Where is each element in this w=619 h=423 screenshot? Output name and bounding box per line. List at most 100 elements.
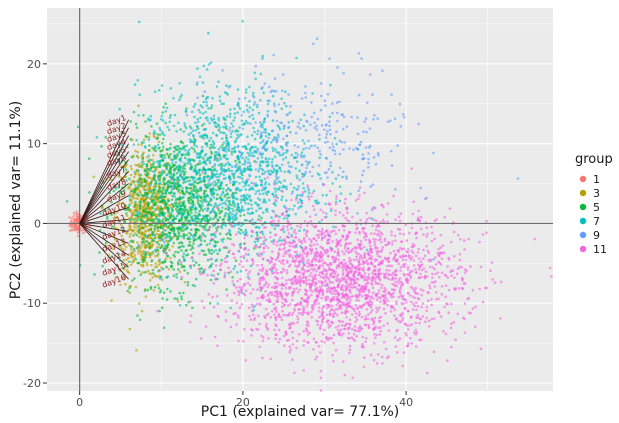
point-series-11 xyxy=(399,280,403,284)
point-series-9 xyxy=(234,164,237,168)
point-series-7 xyxy=(233,112,237,115)
point-series-11 xyxy=(262,336,265,339)
point-series-5 xyxy=(129,218,132,221)
point-series-9 xyxy=(348,147,351,150)
point-series-7 xyxy=(212,250,216,254)
point-series-11 xyxy=(381,362,384,365)
point-series-7 xyxy=(230,153,234,156)
point-series-7 xyxy=(182,257,186,261)
point-series-9 xyxy=(276,139,279,142)
point-series-9 xyxy=(239,155,243,158)
point-series-11 xyxy=(374,247,377,250)
point-series-11 xyxy=(334,202,338,206)
point-series-9 xyxy=(398,102,402,106)
point-series-7 xyxy=(152,161,156,164)
point-series-3 xyxy=(156,275,159,279)
point-series-7 xyxy=(214,182,218,186)
point-series-7 xyxy=(295,160,299,163)
point-series-7 xyxy=(279,169,283,173)
point-series-11 xyxy=(382,324,386,328)
point-series-7 xyxy=(280,107,284,111)
point-series-11 xyxy=(299,225,302,229)
point-series-5 xyxy=(186,280,190,284)
point-series-11 xyxy=(363,323,367,327)
point-series-7 xyxy=(160,114,164,118)
point-series-7 xyxy=(222,125,225,129)
point-series-9 xyxy=(336,119,339,123)
point-series-3 xyxy=(130,179,134,183)
point-series-7 xyxy=(370,217,374,220)
point-series-9 xyxy=(350,115,353,119)
point-series-7 xyxy=(274,204,278,207)
point-series-7 xyxy=(256,204,260,207)
point-series-5 xyxy=(124,168,128,171)
point-series-7 xyxy=(338,199,342,203)
point-series-11 xyxy=(446,265,449,268)
point-series-11 xyxy=(331,257,335,261)
point-series-7 xyxy=(248,147,252,151)
point-series-7 xyxy=(153,177,156,181)
point-series-11 xyxy=(327,234,331,237)
point-series-5 xyxy=(137,230,141,234)
point-series-9 xyxy=(338,152,342,156)
point-series-3 xyxy=(147,135,151,139)
point-series-7 xyxy=(213,173,216,177)
point-series-7 xyxy=(137,114,140,117)
point-series-11 xyxy=(365,218,369,221)
point-series-9 xyxy=(298,126,302,130)
point-series-5 xyxy=(161,111,164,114)
point-series-5 xyxy=(188,213,191,217)
point-series-11 xyxy=(270,310,274,313)
point-series-5 xyxy=(143,256,147,260)
point-series-5 xyxy=(192,264,196,267)
point-series-3 xyxy=(122,254,125,257)
point-series-7 xyxy=(144,250,147,254)
point-series-7 xyxy=(330,209,333,212)
point-series-11 xyxy=(463,248,466,251)
point-series-7 xyxy=(334,177,338,180)
point-series-11 xyxy=(180,275,184,279)
point-series-7 xyxy=(215,85,219,88)
point-series-9 xyxy=(367,152,370,155)
point-series-11 xyxy=(370,255,374,258)
point-series-11 xyxy=(294,270,298,273)
point-series-11 xyxy=(259,252,262,255)
point-series-5 xyxy=(216,180,220,184)
point-series-11 xyxy=(273,294,276,297)
point-series-11 xyxy=(453,276,456,280)
point-series-7 xyxy=(164,216,168,220)
point-series-5 xyxy=(140,241,144,244)
point-series-7 xyxy=(195,145,199,148)
point-series-11 xyxy=(302,238,306,241)
point-series-5 xyxy=(88,191,91,194)
point-series-7 xyxy=(276,164,279,167)
point-series-7 xyxy=(204,195,207,198)
point-series-11 xyxy=(273,183,277,186)
point-series-5 xyxy=(187,199,190,202)
point-series-3 xyxy=(130,228,134,232)
point-series-5 xyxy=(202,157,205,160)
point-series-5 xyxy=(158,133,162,136)
point-series-3 xyxy=(148,176,151,179)
point-series-9 xyxy=(239,168,242,172)
point-series-9 xyxy=(335,101,339,104)
point-series-3 xyxy=(140,271,144,274)
point-series-9 xyxy=(241,127,245,131)
point-series-11 xyxy=(365,308,369,311)
point-series-11 xyxy=(269,235,272,239)
point-series-11 xyxy=(258,279,262,282)
point-series-7 xyxy=(303,142,306,145)
point-series-7 xyxy=(273,187,277,190)
point-series-11 xyxy=(427,251,431,255)
point-series-11 xyxy=(331,240,335,243)
point-series-5 xyxy=(175,238,179,241)
point-series-11 xyxy=(391,276,395,279)
point-series-3 xyxy=(128,209,132,213)
point-series-11 xyxy=(430,239,434,243)
point-series-11 xyxy=(274,333,278,336)
point-series-11 xyxy=(189,264,193,267)
point-series-7 xyxy=(227,163,231,166)
point-series-3 xyxy=(131,195,135,199)
point-series-11 xyxy=(317,236,320,239)
point-series-11 xyxy=(288,345,292,348)
